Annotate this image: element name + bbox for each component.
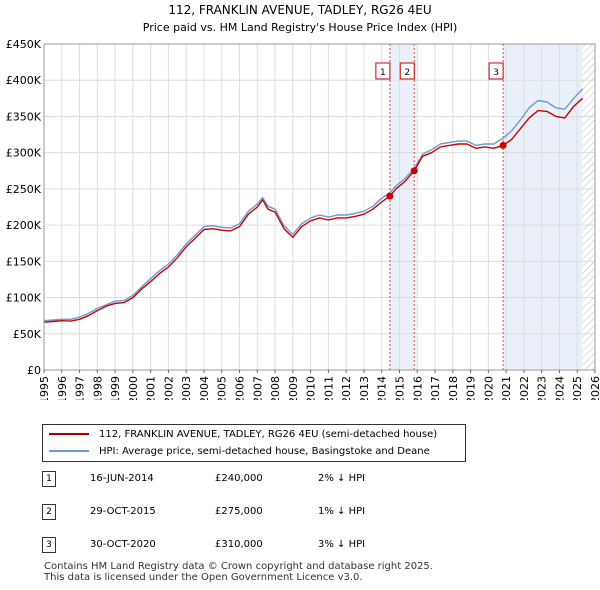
sale-price: £275,000 xyxy=(215,506,263,517)
sale-point xyxy=(410,167,418,175)
sale-label-box xyxy=(488,62,504,80)
x-tick-label: 2019 xyxy=(465,376,478,400)
footer-line-licence: This data is licensed under the Open Gov… xyxy=(44,572,363,583)
sale-price: £310,000 xyxy=(215,539,263,550)
sale-date: 30-OCT-2020 xyxy=(90,539,156,550)
x-tick-label: 1997 xyxy=(74,376,87,400)
y-tick-label: £350K xyxy=(6,110,42,123)
sale-point xyxy=(386,192,394,200)
sale-date: 16-JUN-2014 xyxy=(90,473,154,484)
y-tick-label: £250K xyxy=(6,183,42,196)
plot-frame xyxy=(43,43,596,371)
x-tick-label: 2016 xyxy=(411,376,424,400)
y-tick-label: £400K xyxy=(6,74,42,87)
y-tick-label: £300K xyxy=(6,147,42,160)
x-tick-label: 2011 xyxy=(322,376,335,400)
x-tick-label: 2001 xyxy=(145,376,158,400)
x-tick-label: 2008 xyxy=(269,376,282,400)
x-tick-label: 2003 xyxy=(180,376,193,400)
sale-hpi-diff: 3% ↓ HPI xyxy=(318,539,366,550)
shaded-period xyxy=(389,44,415,370)
sale-number-badge: 3 xyxy=(42,537,56,553)
chart-legend: 112, FRANKLIN AVENUE, TADLEY, RG26 4EU (… xyxy=(42,424,466,462)
x-tick-label: 2020 xyxy=(482,376,495,400)
x-tick-label: 1995 xyxy=(38,376,51,400)
price-chart: 112, FRANKLIN AVENUE, TADLEY, RG26 4EU P… xyxy=(6,3,600,400)
legend-swatch-property xyxy=(49,433,89,435)
y-tick-label: £450K xyxy=(6,38,42,51)
x-tick-label: 2026 xyxy=(589,376,600,400)
sale-label-box xyxy=(375,62,391,80)
property-series-line xyxy=(43,97,584,323)
sale-label-text: 2 xyxy=(404,68,410,78)
x-tick-label: 2015 xyxy=(393,376,406,400)
x-tick-label: 2000 xyxy=(127,376,140,400)
x-tick-label: 2009 xyxy=(287,376,300,400)
hpi-series-line xyxy=(43,88,584,322)
forecast-hatch xyxy=(582,44,595,370)
x-tick-label: 2013 xyxy=(358,376,371,400)
sale-point xyxy=(499,141,507,149)
y-tick-label: £0 xyxy=(27,364,41,377)
y-tick-label: £200K xyxy=(6,219,42,232)
shaded-period xyxy=(503,44,583,370)
y-tick-label: £150K xyxy=(6,255,42,268)
x-tick-label: 2012 xyxy=(340,376,353,400)
x-tick-label: 2025 xyxy=(571,376,584,400)
x-tick-label: 2017 xyxy=(429,376,442,400)
x-tick-label: 2010 xyxy=(305,376,318,400)
table-row: 2 29-OCT-2015 £275,000 1% ↓ HPI xyxy=(0,503,600,523)
footer-line-copyright: Contains HM Land Registry data © Crown c… xyxy=(44,561,433,572)
chart-subtitle: Price paid vs. HM Land Registry's House … xyxy=(143,21,458,34)
x-tick-label: 2006 xyxy=(234,376,247,400)
sale-hpi-diff: 2% ↓ HPI xyxy=(318,473,366,484)
x-tick-label: 2021 xyxy=(500,376,513,400)
legend-label-property: 112, FRANKLIN AVENUE, TADLEY, RG26 4EU (… xyxy=(99,429,438,440)
y-tick-label: £100K xyxy=(6,292,42,305)
x-tick-label: 2005 xyxy=(216,376,229,400)
x-tick-label: 2022 xyxy=(518,376,531,400)
sale-label-text: 3 xyxy=(493,68,499,78)
x-tick-label: 2002 xyxy=(162,376,175,400)
x-tick-label: 1999 xyxy=(109,376,122,400)
table-row: 1 16-JUN-2014 £240,000 2% ↓ HPI xyxy=(0,470,600,490)
x-tick-label: 2023 xyxy=(536,376,549,400)
footer-attribution: Contains HM Land Registry data © Crown c… xyxy=(44,561,433,583)
sale-date: 29-OCT-2015 xyxy=(90,506,156,517)
x-tick-label: 2024 xyxy=(553,376,566,400)
y-tick-label: £50K xyxy=(13,328,42,341)
legend-item-property: 112, FRANKLIN AVENUE, TADLEY, RG26 4EU (… xyxy=(49,427,437,443)
x-tick-label: 2018 xyxy=(447,376,460,400)
x-tick-label: 2004 xyxy=(198,376,211,400)
x-tick-label: 2014 xyxy=(376,376,389,400)
table-row: 3 30-OCT-2020 £310,000 3% ↓ HPI xyxy=(0,536,600,556)
legend-label-hpi: HPI: Average price, semi-detached house,… xyxy=(99,446,430,457)
sale-number-badge: 2 xyxy=(42,504,56,520)
legend-item-hpi: HPI: Average price, semi-detached house,… xyxy=(49,444,430,460)
chart-title: 112, FRANKLIN AVENUE, TADLEY, RG26 4EU xyxy=(168,3,431,17)
x-tick-label: 2007 xyxy=(251,376,264,400)
sale-hpi-diff: 1% ↓ HPI xyxy=(318,506,366,517)
x-tick-label: 1996 xyxy=(56,376,69,400)
sale-label-text: 1 xyxy=(380,68,386,78)
sale-number-badge: 1 xyxy=(42,471,56,487)
legend-swatch-hpi xyxy=(49,450,89,452)
x-tick-label: 1998 xyxy=(91,376,104,400)
sale-label-box xyxy=(399,62,415,80)
sale-price: £240,000 xyxy=(215,473,263,484)
